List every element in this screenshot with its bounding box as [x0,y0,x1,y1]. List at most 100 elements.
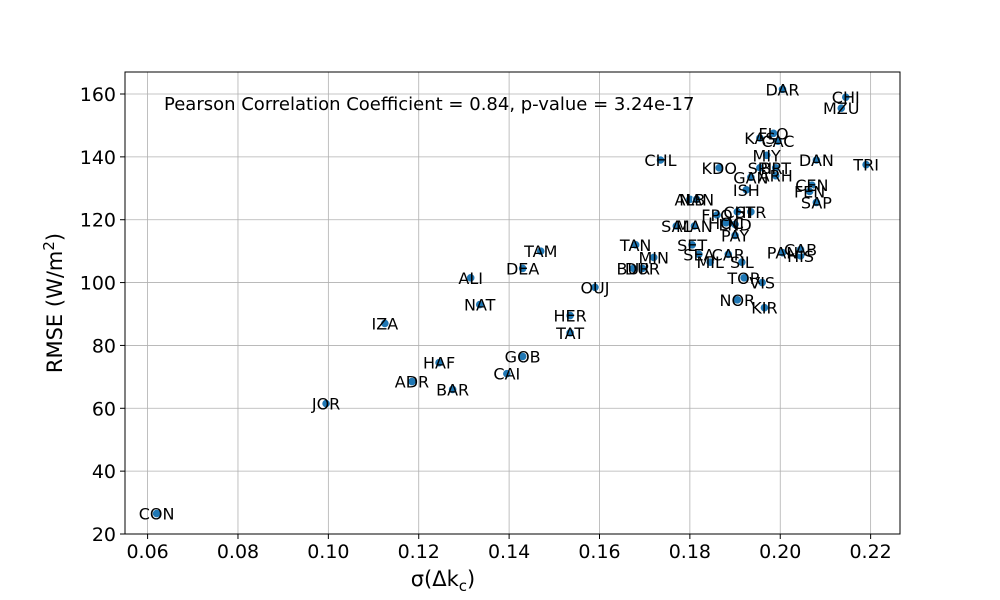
point-label-tor: TOR [726,269,760,288]
point-label-cac: CAC [761,132,794,151]
y-axis-label: RMSE (W/m2) [40,233,67,373]
point-label-nan: NAN [679,190,714,209]
data-point-kas [755,133,765,143]
point-label-dea: DEA [506,259,539,278]
y-tick-label: 80 [92,335,116,357]
point-label-sea: SEA [683,245,714,264]
data-point-bur [628,263,638,274]
data-point-nat [475,299,485,310]
data-point-ouj [590,282,600,292]
x-tick-label: 0.14 [488,541,530,563]
point-label-fpo: FPO [701,206,732,225]
point-label-min: MIN [638,248,669,267]
data-point-min [649,252,659,263]
data-point-dar [777,84,788,94]
data-point-kir [759,303,770,313]
point-label-pan: PAN [767,244,799,263]
x-tick-label: 0.08 [217,541,259,563]
point-label-man: MAN [676,217,713,236]
data-point-chi [841,92,851,102]
data-point-miy [762,150,772,160]
point-label-nor: NOR [719,291,755,310]
x-axis-ticks: 0.06 0.08 0.10 0.12 0.14 0.16 0.18 0.20 0.22 [126,534,892,563]
y-axis-ticks: 20 40 60 80 100 120 140 160 [80,84,125,546]
point-label-con: CON [139,505,175,524]
data-point-cab [795,244,806,255]
x-axis-label: σ(Δkc) [411,567,475,595]
point-label-pay: PAY [721,226,749,245]
point-label-adr: ADR [395,373,429,392]
point-label-fen: FEN [794,182,825,201]
y-tick-label: 60 [92,398,116,420]
point-label-ouj: OUJ [580,278,609,297]
data-point-gan [746,172,756,182]
point-label-dur: DUR [625,259,660,278]
y-tick-label: 100 [80,273,116,295]
point-label-sil: SIL [730,253,754,272]
data-points [152,84,871,519]
data-point-nor [732,295,742,305]
data-point-adr [407,376,417,387]
point-label-nat: NAT [464,296,496,315]
point-label-iza: IZA [372,314,399,333]
data-point-iza [380,318,390,329]
point-label-tam: TAM [523,242,557,261]
data-point-nan [692,194,702,204]
point-label-his: HIS [787,247,814,266]
point-label-ali: ALI [458,269,483,288]
x-tick-label: 0.12 [398,541,440,563]
data-point-sap [811,197,821,208]
point-label-tri: TRI [852,156,879,175]
data-point-kdo [714,163,724,173]
point-label-brt: BRT [760,159,791,178]
y-tick-label: 120 [80,210,116,232]
data-point-hoc [721,218,731,228]
point-label-mzu: MZU [823,99,859,118]
point-label-mil: MIL [696,253,724,272]
data-point-bar [448,384,458,395]
point-label-gan: GAN [733,168,768,187]
data-point-str [746,207,756,217]
point-label-spi: SPI [748,159,773,178]
data-point-cac [773,136,783,146]
point-label-hoc: HOC [708,214,744,233]
data-point-pay [730,230,740,241]
point-label-set: SET [677,236,707,255]
point-label-cab: CAB [784,241,817,260]
data-point-mzu [836,103,846,113]
plot-frame [124,71,901,535]
y-tick-label: 140 [80,147,116,169]
data-point-dur [637,263,648,274]
point-label-car: CAR [712,245,745,264]
point-label-tan: TAN [619,236,651,255]
point-label-chi: CHI [723,203,751,222]
point-label-chi: CHI [832,88,860,107]
data-point-sea [694,249,704,259]
data-point-vis [757,277,767,288]
data-point-jor [321,398,331,409]
point-label-dar: DAR [765,80,799,99]
point-label-kir: KIR [751,299,777,318]
data-point-mil [705,257,715,267]
point-label-kas: KAS [744,129,775,148]
point-label-alb: ALB [674,190,705,209]
point-labels: CONJORIZAADRHAFBARALINATCAIDEAGOBTAMHERT… [139,80,879,523]
x-tick-label: 0.06 [126,541,168,563]
data-point-fen [805,186,815,197]
point-label-bur: BUR [616,259,650,278]
x-tick-label: 0.18 [669,541,711,563]
data-point-fpo [712,210,722,220]
point-label-ish: ISH [733,181,760,200]
x-tick-label: 0.16 [578,541,620,563]
point-label-her: HER [553,307,586,326]
data-point-flo [768,128,779,138]
data-point-ali [466,273,476,283]
data-point-sal [671,221,681,231]
y-tick-label: 160 [80,84,116,106]
y-tick-label: 20 [92,524,116,546]
data-point-haf [434,358,444,368]
point-label-vis: VIS [749,274,775,293]
point-label-arh: ARH [759,167,793,186]
data-point-ish [741,185,751,195]
point-label-sap: SAP [801,193,832,212]
